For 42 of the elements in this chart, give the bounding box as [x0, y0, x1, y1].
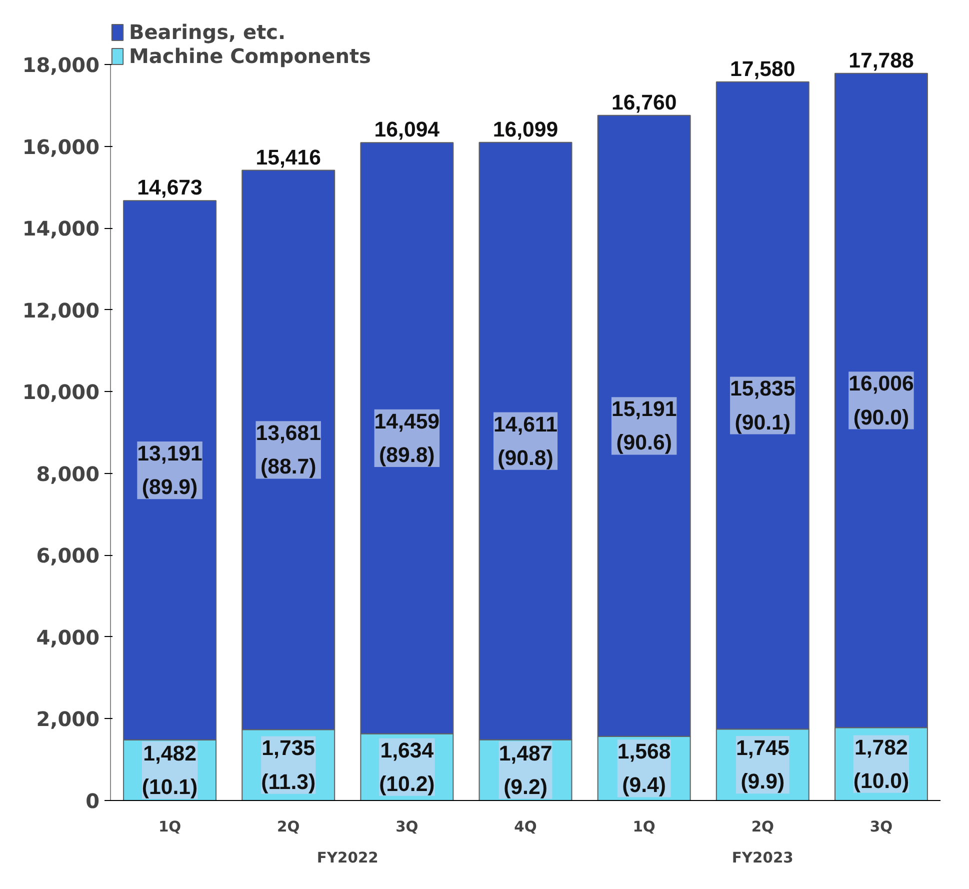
data-label: 14,459 (89.8): [374, 409, 440, 467]
total-label: 15,416: [256, 145, 322, 170]
data-label: 15,835 (90.1): [730, 376, 796, 434]
y-tick-label: 14,000: [22, 216, 100, 241]
data-label: 1,745 (9.9): [736, 736, 790, 794]
y-tick-label: 10,000: [22, 380, 100, 404]
data-label: 1,782 (10.0): [853, 735, 910, 793]
data-label: 1,482 (10.1): [142, 741, 198, 800]
y-tick-label: 0: [86, 789, 100, 813]
x-tick-label: 1Q: [158, 818, 182, 836]
y-tick-label: 12,000: [22, 298, 100, 322]
text: FY2023: [732, 850, 794, 866]
data-label: 1,634 (10.2): [379, 738, 435, 796]
y-tick-label: 6,000: [36, 544, 100, 568]
data-label: 13,681 (88.7): [256, 421, 322, 479]
text: FY2022: [316, 850, 378, 866]
x-tick-label: 1Q: [632, 818, 656, 836]
data-label: 13,191 (89.9): [137, 441, 203, 500]
x-tick-label: 3Q: [870, 818, 893, 836]
y-tick-label: 4,000: [36, 625, 100, 650]
data-label: 1,568 (9.4): [617, 740, 671, 798]
data-label: 15,191 (90.6): [611, 397, 677, 455]
y-tick-label: 8,000: [36, 462, 100, 486]
total-label: 17,788: [848, 48, 914, 72]
y-tick-label: 18,000: [22, 53, 100, 78]
total-label: 16,760: [611, 90, 677, 114]
x-tick-label: 2Q: [277, 818, 300, 836]
data-label: 1,735 (11.3): [261, 736, 316, 794]
data-label: 14,611 (90.8): [493, 412, 558, 470]
x-tick-label: 3Q: [396, 818, 418, 836]
total-label: 16,099: [492, 117, 558, 142]
total-label: 16,094: [374, 118, 440, 142]
y-tick-label: 2,000: [36, 707, 100, 732]
x-tick-label: 2Q: [751, 818, 774, 836]
x-tick-label: 4Q: [514, 818, 537, 836]
total-label: 17,580: [730, 56, 796, 81]
legend-label: Machine Components: [129, 44, 371, 68]
data-label: 1,487 (9.2): [498, 741, 552, 799]
total-label: 14,673: [137, 176, 203, 200]
data-label: 16,006 (90.0): [848, 372, 914, 430]
legend-label: Bearings, etc.: [129, 20, 286, 44]
y-tick-label: 16,000: [22, 134, 100, 159]
